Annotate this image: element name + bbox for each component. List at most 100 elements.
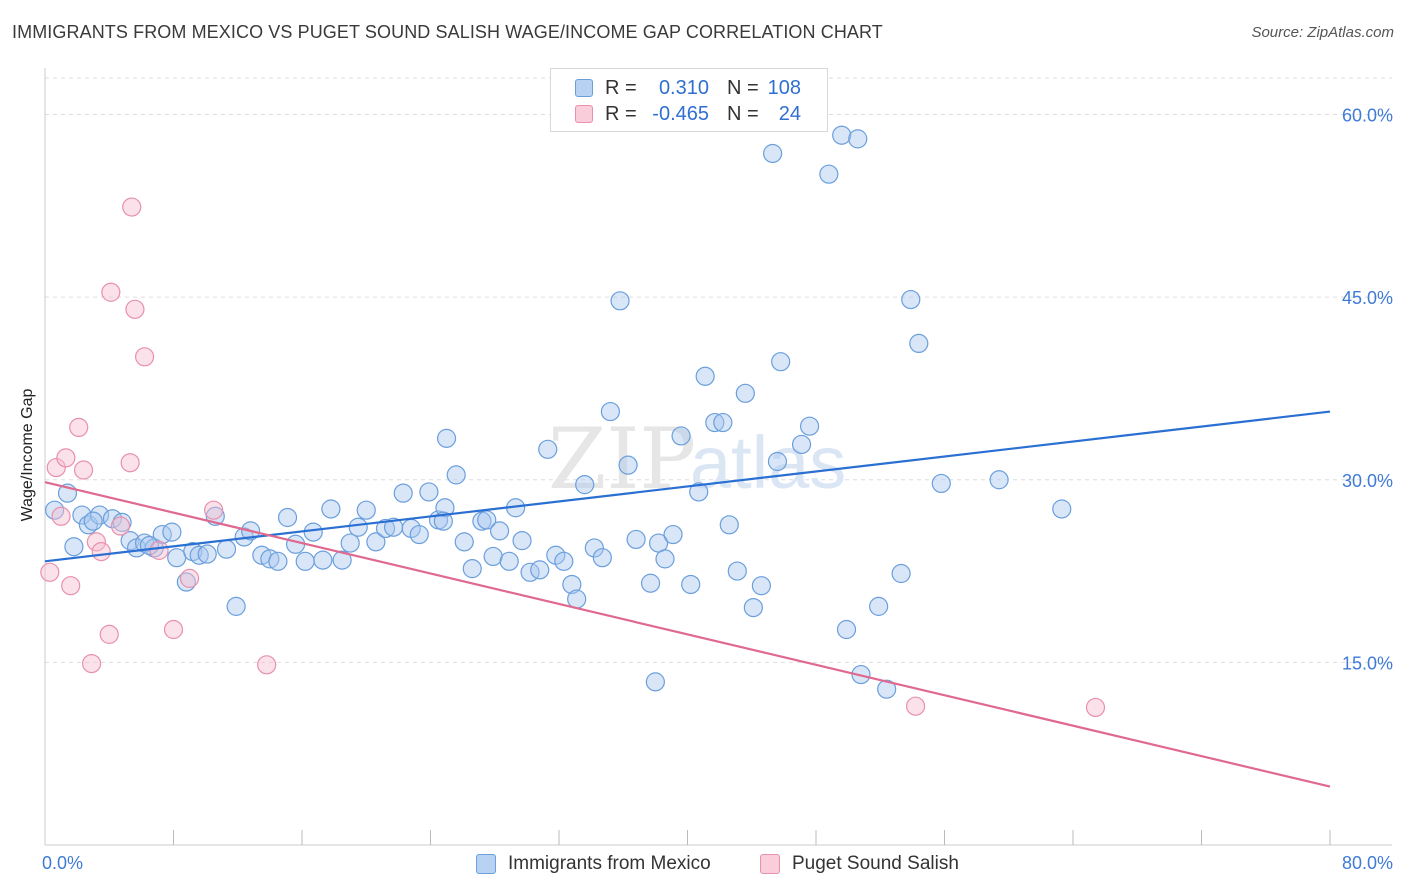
data-point (618, 455, 638, 475)
salish-swatch (575, 105, 593, 123)
y-tick-label: 30.0% (1342, 471, 1393, 491)
data-point (321, 499, 341, 519)
trend-line-mexico (44, 410, 1331, 563)
data-point (909, 333, 929, 354)
axes (44, 68, 1392, 846)
data-point (584, 538, 604, 558)
data-point (40, 562, 60, 582)
data-point (125, 299, 145, 319)
data-point (1085, 697, 1106, 718)
data-point (204, 500, 224, 520)
trend-line-salish (44, 481, 1331, 788)
data-point (671, 426, 691, 446)
data-point (260, 549, 280, 569)
data-point (257, 655, 277, 675)
y-tick-label: 45.0% (1342, 288, 1393, 308)
data-point (102, 509, 123, 529)
data-point (554, 551, 574, 571)
legend-item-salish[interactable]: Puget Sound Salish (760, 852, 959, 876)
data-point (216, 539, 237, 559)
data-point (393, 483, 413, 503)
data-point (931, 473, 951, 494)
legend-label-mexico: Immigrants from Mexico (508, 853, 711, 874)
data-point (122, 197, 142, 217)
data-point (46, 457, 66, 478)
data-point (727, 561, 747, 581)
data-point (567, 589, 587, 609)
data-point (713, 412, 733, 433)
y-tick-label: 60.0% (1342, 106, 1393, 126)
mexico-swatch (575, 79, 593, 97)
y-tick-label: 15.0% (1342, 653, 1393, 673)
n-value-mexico: 108 (767, 76, 801, 99)
data-point (285, 534, 306, 554)
data-point (689, 482, 709, 502)
data-point (120, 531, 140, 551)
mexico-legend-swatch (476, 854, 496, 874)
source-credit: Source: ZipAtlas.com (1251, 24, 1394, 41)
data-point (303, 522, 323, 542)
data-point (340, 533, 360, 553)
data-point (848, 129, 868, 149)
series-salish-points (40, 197, 1106, 718)
data-point (735, 383, 755, 403)
data-point (791, 434, 812, 455)
n-value-salish: 24 (778, 102, 801, 125)
data-point (56, 448, 76, 468)
data-point (436, 428, 457, 448)
data-point (81, 653, 102, 674)
x-tick-label: 80.0% (1342, 853, 1393, 873)
data-point (189, 545, 209, 565)
data-point (348, 517, 368, 537)
data-point (454, 532, 474, 552)
n-label: N = (727, 102, 759, 125)
data-point (901, 289, 921, 310)
salish-legend-swatch (760, 854, 780, 874)
data-point (655, 549, 675, 569)
data-point (167, 548, 187, 568)
data-point (819, 164, 839, 184)
data-point (86, 532, 107, 552)
data-point (51, 506, 71, 526)
data-point (771, 352, 791, 372)
data-point (592, 548, 612, 568)
data-point (877, 679, 897, 699)
data-point (61, 576, 81, 596)
data-point (375, 518, 396, 539)
data-point (538, 439, 558, 459)
data-point (763, 143, 783, 164)
data-point (73, 460, 94, 480)
data-point (719, 515, 739, 535)
data-point (91, 541, 111, 562)
legend-item-mexico[interactable]: Immigrants from Mexico (476, 852, 711, 876)
data-point (462, 559, 482, 579)
data-point (751, 576, 771, 596)
data-point (366, 532, 386, 552)
data-point (110, 516, 131, 536)
data-point (446, 465, 466, 485)
stats-row-salish: R = -0.465 N = 24 (575, 102, 801, 126)
data-point (149, 540, 169, 560)
data-point (83, 511, 103, 531)
data-point (162, 522, 182, 542)
data-point (743, 597, 763, 618)
stats-row-mexico: R = 0.310 N = 108 (575, 76, 801, 100)
stats-legend: R = 0.310 N = 108 R = -0.465 N = 24 (550, 68, 828, 132)
data-point (799, 416, 820, 436)
data-point (640, 573, 661, 593)
data-point (695, 366, 715, 386)
x-tick-label: 0.0% (42, 853, 83, 873)
data-point (836, 619, 857, 640)
data-point (163, 619, 184, 640)
data-point (69, 417, 89, 438)
data-point (600, 401, 621, 422)
data-point (489, 521, 510, 541)
data-point (626, 529, 646, 550)
y-axis-label: Wage/Income Gap (19, 388, 36, 522)
data-point (512, 531, 532, 551)
data-point (610, 291, 630, 311)
data-point (989, 470, 1009, 490)
data-point (120, 453, 140, 473)
data-point (433, 511, 453, 531)
